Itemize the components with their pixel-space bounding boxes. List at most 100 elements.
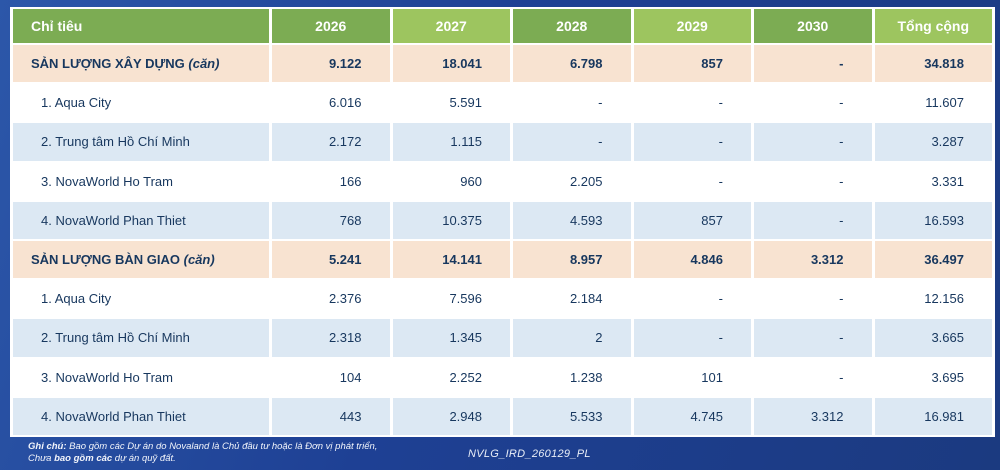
- cell-value: 2.948: [392, 397, 510, 435]
- header-cell-2029: 2029: [633, 9, 751, 43]
- row-label: 4. NovaWorld Phan Thiet: [13, 397, 269, 435]
- cell-value: -: [754, 201, 872, 239]
- cell-value: -: [633, 319, 751, 357]
- cell-value: -: [513, 84, 631, 122]
- cell-value: 2.184: [513, 280, 631, 318]
- cell-value: 16.593: [874, 201, 992, 239]
- cell-value: 2.376: [272, 280, 390, 318]
- row-label: 1. Aqua City: [13, 280, 269, 318]
- document-id: NVLG_IRD_260129_PL: [468, 448, 591, 460]
- data-row: 4. NovaWorld Phan Thiet 768 10.375 4.593 857…: [13, 201, 992, 239]
- cell-value: 6.016: [272, 84, 390, 122]
- cell-value: 11.607: [874, 84, 992, 122]
- cell-value: -: [754, 358, 872, 396]
- table-body: SẢN LƯỢNG XÂY DỰNG (căn) 9.122 18.041 6.798…: [13, 45, 992, 435]
- section-row: SẢN LƯỢNG XÂY DỰNG (căn) 9.122 18.041 6.798…: [13, 45, 992, 83]
- section-label: SẢN LƯỢNG BÀN GIAO (căn): [13, 240, 269, 279]
- cell-value: 10.375: [392, 201, 510, 239]
- data-row: 1. Aqua City 2.376 7.596 2.184- -12.156: [13, 280, 992, 318]
- section-total-cell: 34.818: [874, 45, 992, 83]
- header-cell-total: Tổng cộng: [874, 9, 992, 43]
- cell-value: 2.205: [513, 162, 631, 200]
- cell-value: 4.745: [633, 397, 751, 435]
- data-row: 3. NovaWorld Ho Tram 166 960 2.205- -3.331: [13, 162, 992, 200]
- section-label: SẢN LƯỢNG XÂY DỰNG (căn): [13, 45, 269, 83]
- section-total-cell: 36.497: [874, 240, 992, 279]
- cell-value: 1.238: [513, 358, 631, 396]
- cell-value: -: [754, 280, 872, 318]
- section-total-cell: 857: [633, 45, 751, 83]
- cell-value: 443: [272, 397, 390, 435]
- section-total-cell: 6.798: [513, 45, 631, 83]
- cell-value: 5.533: [513, 397, 631, 435]
- cell-value: -: [754, 84, 872, 122]
- section-unit: (căn): [183, 252, 215, 268]
- cell-value: 1.115: [392, 123, 510, 161]
- cell-value: 2.172: [272, 123, 390, 161]
- section-total-cell: 18.041: [392, 45, 510, 83]
- row-label: 3. NovaWorld Ho Tram: [13, 162, 269, 200]
- cell-value: 768: [272, 201, 390, 239]
- table-header: Chỉ tiêu 2026 2027 2028 2029 2030 Tổng c…: [13, 9, 992, 43]
- cell-value: -: [513, 123, 631, 161]
- footer-note-line2: Chưa bao gồm các dự án quỹ đất.: [28, 453, 176, 464]
- cell-value: 166: [272, 162, 390, 200]
- footer-note: Ghi chú: Bao gồm các Dự án do Novaland l…: [28, 441, 377, 465]
- cell-value: -: [633, 123, 751, 161]
- section-total-cell: 4.846: [633, 240, 751, 279]
- row-label: 4. NovaWorld Phan Thiet: [13, 201, 269, 239]
- header-cell-label: Chỉ tiêu: [13, 9, 269, 43]
- section-title: SẢN LƯỢNG BÀN GIAO: [31, 252, 180, 268]
- cell-value: -: [754, 123, 872, 161]
- cell-value: 3.695: [874, 358, 992, 396]
- cell-value: 7.596: [392, 280, 510, 318]
- data-row: 3. NovaWorld Ho Tram 104 2.252 1.238 101-3.6…: [13, 358, 992, 396]
- section-total-cell: -: [754, 45, 872, 83]
- header-cell-2030: 2030: [754, 9, 872, 43]
- section-total-cell: 8.957: [513, 240, 631, 279]
- cell-value: 12.156: [874, 280, 992, 318]
- cell-value: 5.591: [392, 84, 510, 122]
- cell-value: 960: [392, 162, 510, 200]
- data-row: 2. Trung tâm Hồ Chí Minh 2.318 1.345 2- -3.6…: [13, 319, 992, 357]
- cell-value: -: [754, 162, 872, 200]
- cell-value: 3.665: [874, 319, 992, 357]
- row-label: 3. NovaWorld Ho Tram: [13, 358, 269, 396]
- header-cell-2028: 2028: [513, 9, 631, 43]
- header-row: Chỉ tiêu 2026 2027 2028 2029 2030 Tổng c…: [13, 9, 992, 43]
- cell-value: 1.345: [392, 319, 510, 357]
- section-total-cell: 3.312: [754, 240, 872, 279]
- section-unit: (căn): [188, 56, 220, 72]
- row-label: 2. Trung tâm Hồ Chí Minh: [13, 319, 269, 357]
- cell-value: -: [633, 280, 751, 318]
- production-table: Chỉ tiêu 2026 2027 2028 2029 2030 Tổng c…: [10, 7, 995, 437]
- section-title: SẢN LƯỢNG XÂY DỰNG: [31, 56, 185, 72]
- cell-value: -: [754, 319, 872, 357]
- row-label: 2. Trung tâm Hồ Chí Minh: [13, 123, 269, 161]
- cell-value: 3.331: [874, 162, 992, 200]
- row-label: 1. Aqua City: [13, 84, 269, 122]
- header-cell-2026: 2026: [272, 9, 390, 43]
- section-total-cell: 9.122: [272, 45, 390, 83]
- cell-value: 2.318: [272, 319, 390, 357]
- table-sheet: Chỉ tiêu 2026 2027 2028 2029 2030 Tổng c…: [10, 7, 995, 437]
- cell-value: 16.981: [874, 397, 992, 435]
- section-row: SẢN LƯỢNG BÀN GIAO (căn) 5.241 14.141 8.957…: [13, 240, 992, 279]
- cell-value: 2: [513, 319, 631, 357]
- data-row: 1. Aqua City 6.016 5.591- - -11.607: [13, 84, 992, 122]
- section-total-cell: 5.241: [272, 240, 390, 279]
- data-row: 2. Trung tâm Hồ Chí Minh 2.172 1.115- - -3.2…: [13, 123, 992, 161]
- cell-value: 104: [272, 358, 390, 396]
- cell-value: 101: [633, 358, 751, 396]
- cell-value: 2.252: [392, 358, 510, 396]
- section-total-cell: 14.141: [392, 240, 510, 279]
- cell-value: 3.287: [874, 123, 992, 161]
- header-cell-2027: 2027: [392, 9, 510, 43]
- cell-value: 4.593: [513, 201, 631, 239]
- data-row: 4. NovaWorld Phan Thiet 443 2.948 5.533 4.74…: [13, 397, 992, 435]
- cell-value: 857: [633, 201, 751, 239]
- cell-value: -: [633, 162, 751, 200]
- footer-note-line1: Ghi chú: Bao gồm các Dự án do Novaland l…: [28, 441, 378, 452]
- cell-value: 3.312: [754, 397, 872, 435]
